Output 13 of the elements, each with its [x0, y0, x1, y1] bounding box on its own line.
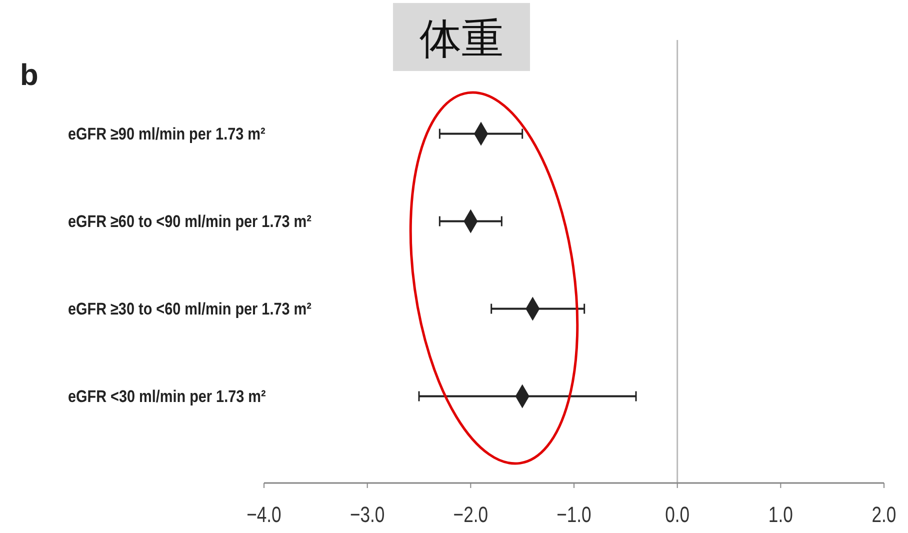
y-tick-label: eGFR ≥60 to <90 ml/min per 1.73 m² — [68, 213, 312, 232]
x-tick-label: −4.0 — [246, 503, 282, 528]
y-tick-label: eGFR ≥30 to <60 ml/min per 1.73 m² — [68, 300, 312, 320]
y-tick-label: eGFR ≥90 ml/min per 1.73 m² — [68, 126, 266, 144]
x-tick-label: 0.0 — [665, 503, 690, 528]
y-tick-label: eGFR <30 ml/min per 1.73 m² — [68, 388, 266, 407]
text: b — [20, 59, 38, 92]
chart-title: 体重 — [420, 15, 504, 62]
x-tick-label: 1.0 — [768, 503, 793, 528]
x-tick-label: −1.0 — [556, 503, 592, 528]
x-tick-label: −2.0 — [453, 503, 488, 528]
x-tick-label: 2.0 — [872, 503, 896, 528]
x-tick-label: −3.0 — [350, 503, 385, 528]
